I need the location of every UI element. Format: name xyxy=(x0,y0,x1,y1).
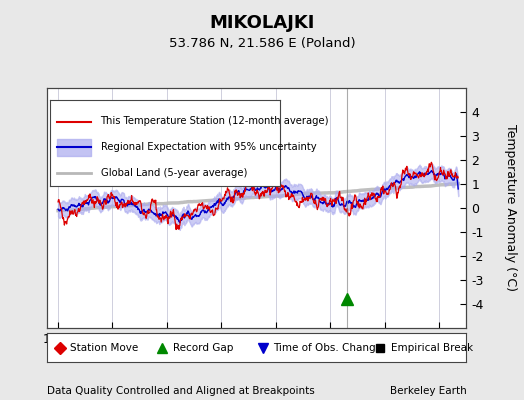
Text: Station Move: Station Move xyxy=(70,342,138,353)
Text: Regional Expectation with 95% uncertainty: Regional Expectation with 95% uncertaint… xyxy=(101,142,316,152)
Text: Global Land (5-year average): Global Land (5-year average) xyxy=(101,168,247,178)
Text: MIKOLAJKI: MIKOLAJKI xyxy=(209,14,315,32)
Text: Data Quality Controlled and Aligned at Breakpoints: Data Quality Controlled and Aligned at B… xyxy=(47,386,315,396)
Text: Empirical Break: Empirical Break xyxy=(391,342,473,353)
Text: 53.786 N, 21.586 E (Poland): 53.786 N, 21.586 E (Poland) xyxy=(169,37,355,50)
Text: Time of Obs. Change: Time of Obs. Change xyxy=(274,342,383,353)
Y-axis label: Temperature Anomaly (°C): Temperature Anomaly (°C) xyxy=(505,124,517,292)
Text: Berkeley Earth: Berkeley Earth xyxy=(390,386,466,396)
Text: This Temperature Station (12-month average): This Temperature Station (12-month avera… xyxy=(101,116,329,126)
Text: Record Gap: Record Gap xyxy=(173,342,233,353)
